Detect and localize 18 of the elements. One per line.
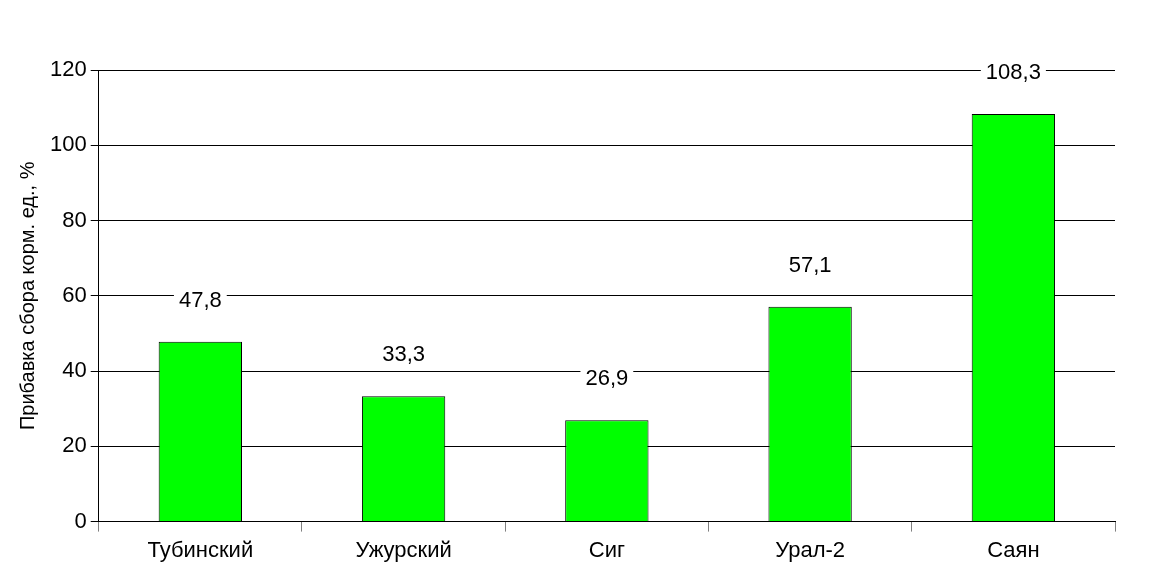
data-label: 108,3 — [985, 59, 1041, 85]
y-tick-label: 0 — [74, 507, 87, 533]
y-tick-label: 120 — [49, 56, 87, 82]
data-label: 33,3 — [382, 341, 426, 367]
y-axis-title: Прибавка сбора корм. ед., % — [15, 161, 38, 431]
x-tick-label: Ужурский — [355, 536, 452, 562]
x-tick-label: Урал-2 — [775, 536, 846, 562]
x-tick-label: Тубинский — [147, 536, 254, 562]
data-label: 26,9 — [585, 365, 629, 391]
y-tick-label: 40 — [62, 357, 87, 383]
y-tick-label: 80 — [62, 206, 87, 232]
y-tick-label: 100 — [49, 131, 87, 157]
data-label: 47,8 — [178, 286, 222, 312]
x-tick-label: Сиг — [588, 536, 625, 562]
y-tick-label: 20 — [62, 432, 87, 458]
x-tick-label: Саян — [987, 536, 1040, 562]
data-label: 57,1 — [788, 251, 832, 277]
y-tick-label: 60 — [62, 281, 87, 307]
